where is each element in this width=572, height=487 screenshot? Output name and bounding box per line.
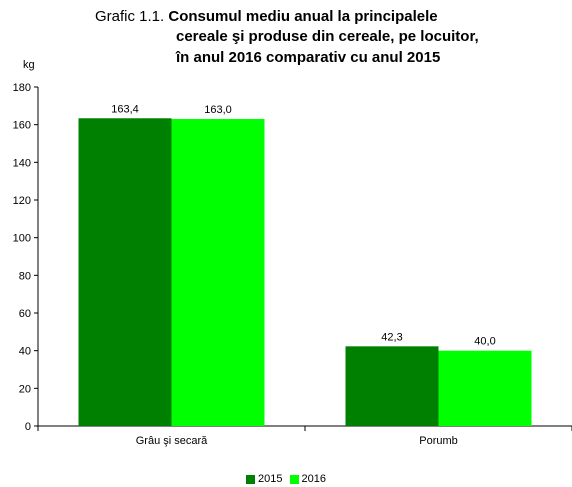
title-line3: în anul 2016 comparativ cu anul 2015 bbox=[176, 49, 441, 66]
data-label: 42,3 bbox=[381, 331, 402, 343]
legend-item-2016: 2016 bbox=[289, 473, 327, 485]
bar-2015-grau-si-secara bbox=[78, 118, 172, 426]
title-line1: Consumul mediu anual la principalele bbox=[168, 8, 438, 25]
bar-chart: 0 20 40 60 80 100 120 140 160 180 kg 163,4 163,0 Grâu… bbox=[13, 59, 572, 447]
y-tick-label: 120 bbox=[13, 195, 31, 207]
y-tick-label: 80 bbox=[19, 270, 31, 282]
legend: 2015 2016 bbox=[0, 473, 572, 487]
legend-swatch-2015 bbox=[245, 474, 255, 484]
title-line2: cereale şi produse din cereale, pe locui… bbox=[176, 28, 479, 45]
data-label: 40,0 bbox=[474, 336, 495, 348]
bar-2016-porumb bbox=[438, 350, 532, 426]
legend-label-2015: 2015 bbox=[257, 473, 283, 485]
y-tick-label: 100 bbox=[13, 233, 31, 245]
y-tick-label: 140 bbox=[13, 157, 31, 169]
legend-label-2016: 2016 bbox=[301, 473, 327, 485]
y-tick-label: 20 bbox=[19, 383, 31, 395]
x-tick-label: Porumb bbox=[419, 435, 458, 447]
bar-2016-grau-si-secara bbox=[171, 119, 265, 427]
data-label: 163,0 bbox=[204, 104, 232, 116]
legend-swatch-2016 bbox=[289, 474, 299, 484]
y-tick-label: 0 bbox=[25, 421, 31, 433]
y-tick-label: 60 bbox=[19, 308, 31, 320]
y-tick-label: 160 bbox=[13, 120, 31, 132]
bar-2015-porumb bbox=[345, 346, 439, 426]
title-prefix: Grafic 1.1. bbox=[95, 8, 165, 25]
y-tick-label: 180 bbox=[13, 82, 31, 94]
y-tick-label: 40 bbox=[19, 346, 31, 358]
data-label: 163,4 bbox=[111, 103, 139, 115]
x-tick-label: Grâu şi secară bbox=[136, 435, 208, 447]
y-axis-label: kg bbox=[23, 59, 35, 71]
legend-item-2015: 2015 bbox=[245, 473, 283, 485]
